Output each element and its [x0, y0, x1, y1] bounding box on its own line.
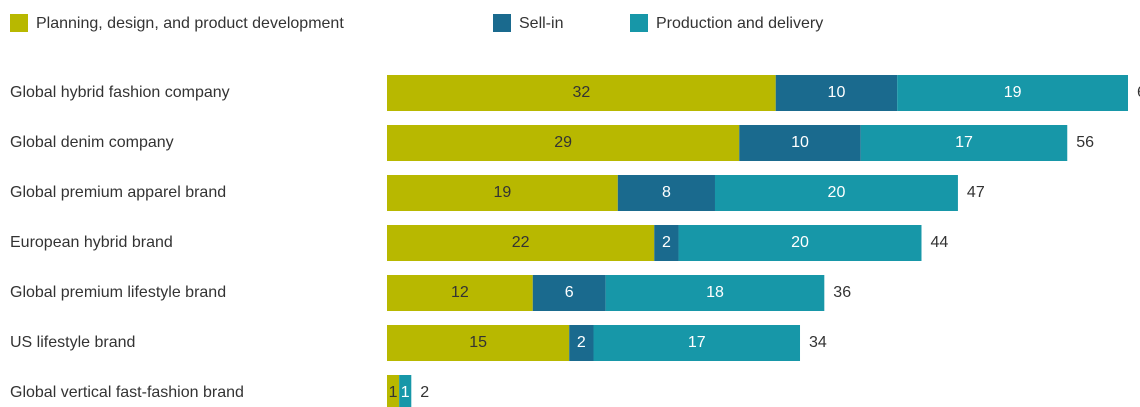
total-label: 47	[967, 184, 985, 201]
value-label: 20	[791, 234, 809, 251]
bar-segment	[593, 325, 801, 361]
total-label: 44	[930, 234, 948, 251]
value-label: 17	[955, 134, 973, 151]
bar-segment	[387, 225, 655, 261]
category-label: Global denim company	[10, 134, 174, 151]
value-label: 1	[401, 384, 410, 401]
value-label: 19	[494, 184, 512, 201]
bar-segment	[775, 75, 898, 111]
bar-segment	[387, 275, 533, 311]
legend-swatch	[630, 14, 648, 32]
total-label: 61	[1137, 84, 1140, 101]
total-label: 36	[833, 284, 851, 301]
value-label: 17	[688, 334, 706, 351]
legend-swatch	[10, 14, 28, 32]
total-label: 56	[1076, 134, 1094, 151]
total-label: 2	[420, 384, 429, 401]
bar-segment	[387, 175, 618, 211]
category-label: European hybrid brand	[10, 234, 173, 251]
category-label: Global hybrid fashion company	[10, 84, 230, 101]
category-label: US lifestyle brand	[10, 334, 135, 351]
value-label: 22	[512, 234, 530, 251]
bar-segment	[714, 175, 958, 211]
bar-segment	[739, 125, 861, 161]
bar-segment	[654, 225, 679, 261]
bar-segment	[605, 275, 825, 311]
bar-segment	[387, 75, 776, 111]
total-label: 34	[809, 334, 827, 351]
value-label: 10	[791, 134, 809, 151]
legend-label: Planning, design, and product developmen…	[36, 15, 344, 32]
bar-segment	[387, 375, 400, 407]
value-label: 18	[706, 284, 724, 301]
value-label: 32	[572, 84, 590, 101]
bar-segment	[387, 125, 740, 161]
legend-label: Production and delivery	[656, 15, 823, 32]
value-label: 2	[662, 234, 671, 251]
value-label: 6	[565, 284, 574, 301]
legend-label: Sell-in	[519, 15, 563, 32]
category-label: Global premium apparel brand	[10, 184, 226, 201]
bar-segment	[569, 325, 594, 361]
bar-segment	[399, 375, 412, 407]
legend-swatch	[493, 14, 511, 32]
value-label: 2	[577, 334, 586, 351]
bar-segment	[532, 275, 606, 311]
category-label: Global vertical fast-fashion brand	[10, 384, 244, 401]
value-label: 12	[451, 284, 469, 301]
category-label: Global premium lifestyle brand	[10, 284, 226, 301]
bar-segment	[387, 325, 570, 361]
bar-segment	[617, 175, 715, 211]
value-label: 15	[469, 334, 487, 351]
bar-segment	[678, 225, 922, 261]
value-label: 20	[828, 184, 846, 201]
value-label: 10	[828, 84, 846, 101]
value-label: 29	[554, 134, 572, 151]
value-label: 8	[662, 184, 671, 201]
value-label: 19	[1004, 84, 1022, 101]
bar-segment	[897, 75, 1128, 111]
value-label: 1	[389, 384, 398, 401]
bar-segment	[860, 125, 1068, 161]
